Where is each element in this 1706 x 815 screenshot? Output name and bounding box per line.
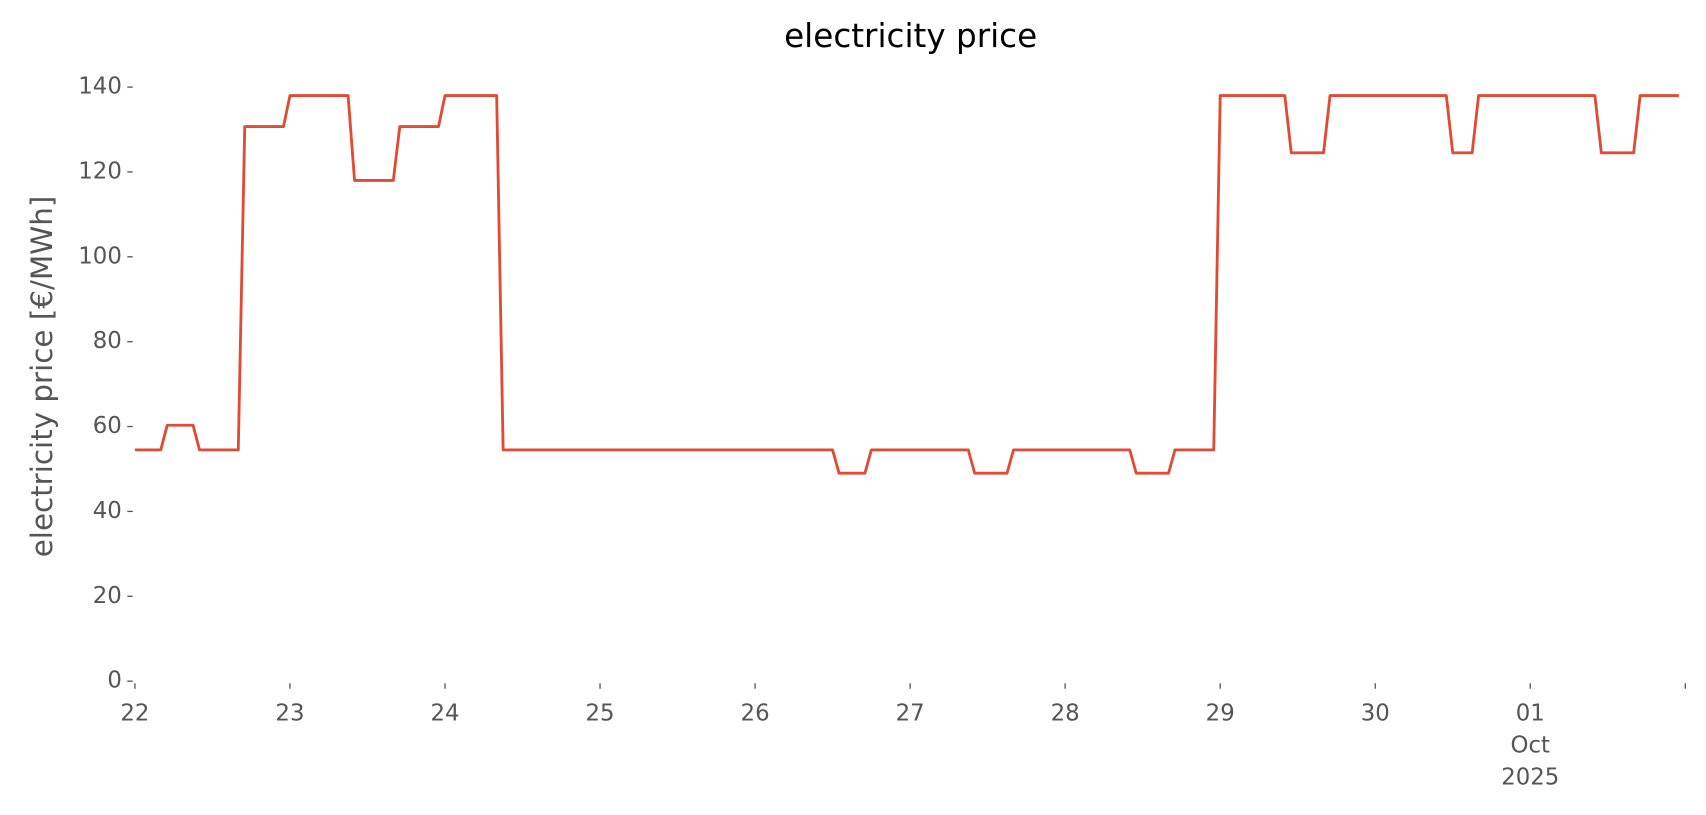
x-tick-label: 23	[275, 700, 304, 726]
y-tick-label: 60	[93, 413, 122, 439]
y-tick-label: 120	[78, 158, 122, 184]
chart-title: electricity price	[784, 17, 1037, 55]
y-tick-label: 40	[93, 498, 122, 524]
x-tick-label: 28	[1051, 700, 1080, 726]
x-tick-label: 01 Oct 2025	[1501, 700, 1559, 790]
y-tick-label: 20	[93, 583, 122, 609]
x-tick-label: 27	[896, 700, 925, 726]
x-tick-label: 22	[120, 700, 149, 726]
y-tick-label: 0	[107, 668, 122, 694]
y-tick-label: 100	[78, 243, 122, 269]
x-tick-label: 29	[1206, 700, 1235, 726]
price-line	[134, 94, 1679, 475]
x-tick-label: 25	[586, 700, 615, 726]
y-axis-label: electricity price [€/MWh]	[25, 196, 59, 558]
x-tick-label: 24	[430, 700, 459, 726]
y-tick-label: 140	[78, 74, 122, 100]
x-tick-label: 30	[1361, 700, 1390, 726]
y-tick-label: 80	[93, 328, 122, 354]
x-tick-label: 26	[741, 700, 770, 726]
